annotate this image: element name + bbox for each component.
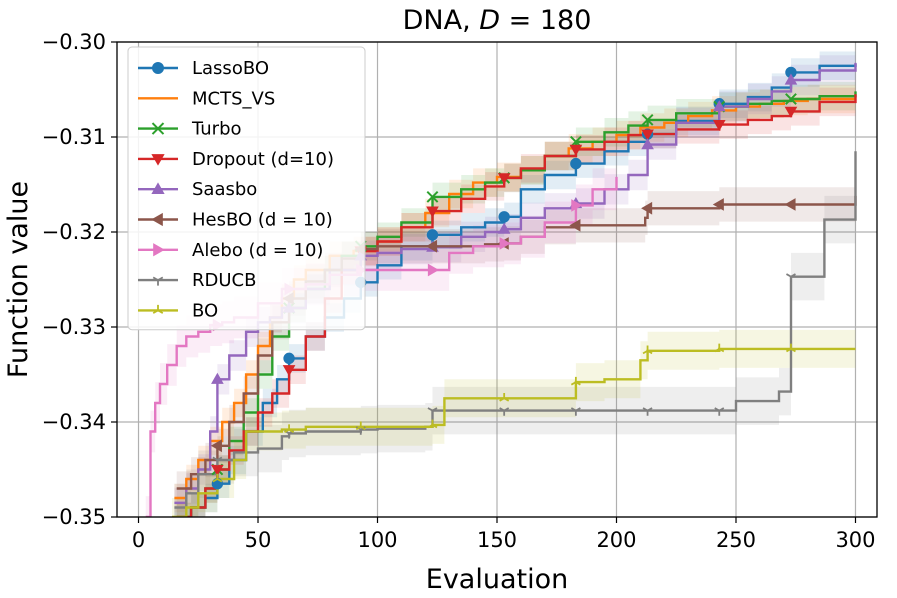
marker-tri-down [642,407,653,416]
marker-tri-down [499,407,510,416]
confidence-band [174,84,856,513]
marker-triangle-left [210,439,222,453]
marker-triangle-up [712,100,726,112]
legend-box [127,46,366,331]
marker-triangle-left [784,198,796,211]
marker-circle [152,62,164,74]
legend: LassoBO MCTS_VS Turbo Dropout (d=10) Saasbo H… [127,46,366,331]
marker-x [151,122,165,135]
marker-triangle-left [569,219,581,232]
marker-triangle-down [151,154,165,166]
marker-triangle-up [151,182,165,195]
marker-triangle-right [571,199,583,212]
marker-triangle-up [497,222,511,234]
marker-tri-up [427,419,438,429]
marker-tri-up [642,345,653,355]
marker-tri-down [785,273,796,282]
series-line [174,97,856,500]
y-tick-label: −0.32 [42,220,106,244]
marker-tri-up [212,473,223,483]
x-tick-label: 150 [477,528,517,552]
y-tick-label: −0.30 [42,30,106,54]
legend-label: LassoBO [192,58,269,79]
marker-tri-up [355,421,366,431]
legend-label: Dropout (d=10) [192,149,334,170]
marker-triangle-down [426,206,439,218]
y-tick-label: −0.31 [42,125,106,149]
legend-label: Alebo (d = 10) [192,240,323,261]
marker-circle [426,229,439,241]
marker-triangle-down [641,129,654,141]
marker-tri-up [714,343,725,353]
legend-label: Turbo [191,119,242,140]
x-tick-label: 300 [835,528,875,552]
marker-triangle-right [499,237,511,250]
y-tick-label: −0.33 [42,315,106,339]
marker-tri-up [499,393,510,402]
x-tick-label: 250 [716,528,756,552]
legend-label: RDUCB [192,270,256,291]
chart-title: DNA, D = 180 [403,5,592,36]
marker-triangle-down [211,464,224,476]
marker-circle [498,211,510,223]
marker-triangle-down [569,144,583,156]
marker-triangle-down [784,106,798,118]
legend-label: BO [192,300,218,321]
marker-triangle-down [497,173,511,185]
marker-triangle-right [153,243,165,257]
marker-triangle-right [427,263,439,277]
marker-triangle-up [641,138,654,150]
marker-triangle-left [641,201,653,215]
marker-tri-down [152,276,164,286]
y-tick-label: −0.35 [42,505,106,529]
y-axis-label: Function value [3,181,34,378]
marker-tri-down [427,407,438,416]
marker-tri-up [785,343,796,353]
x-axis-ticks: 0 50 100 150 200 250 300 [132,517,876,552]
x-tick-label: 100 [357,528,397,552]
x-tick-label: 0 [132,528,145,552]
marker-tri-up [284,424,295,433]
marker-x [641,113,654,126]
marker-tri-down [570,407,581,416]
y-tick-label: −0.34 [42,410,106,434]
marker-triangle-left [151,212,163,227]
confidence-band [176,80,856,517]
y-axis-ticks: −0.35 −0.34 −0.33 −0.32 −0.31 −0.30 [42,30,117,529]
marker-triangle-left [712,198,724,211]
marker-triangle-down [712,120,726,132]
marker-x [785,93,797,105]
marker-triangle-left [426,239,438,253]
legend-label: HesBO (d = 10) [192,210,333,231]
marker-triangle-down [282,365,296,377]
x-axis-label: Evaluation [426,564,568,595]
marker-tri-up [570,376,581,386]
marker-triangle-up [784,73,798,85]
marker-circle [283,352,295,365]
confidence-band [174,127,856,517]
series-line [176,195,857,490]
marker-tri-down [212,456,223,466]
legend-label: MCTS_VS [192,88,275,109]
x-tick-label: 50 [245,528,272,552]
x-tick-label: 200 [596,528,636,552]
legend-label: Saasbo [192,179,257,200]
marker-circle [570,157,582,170]
marker-x [426,190,439,203]
marker-tri-down [714,407,725,416]
marker-triangle-up [211,372,224,384]
marker-tri-up [152,304,164,314]
